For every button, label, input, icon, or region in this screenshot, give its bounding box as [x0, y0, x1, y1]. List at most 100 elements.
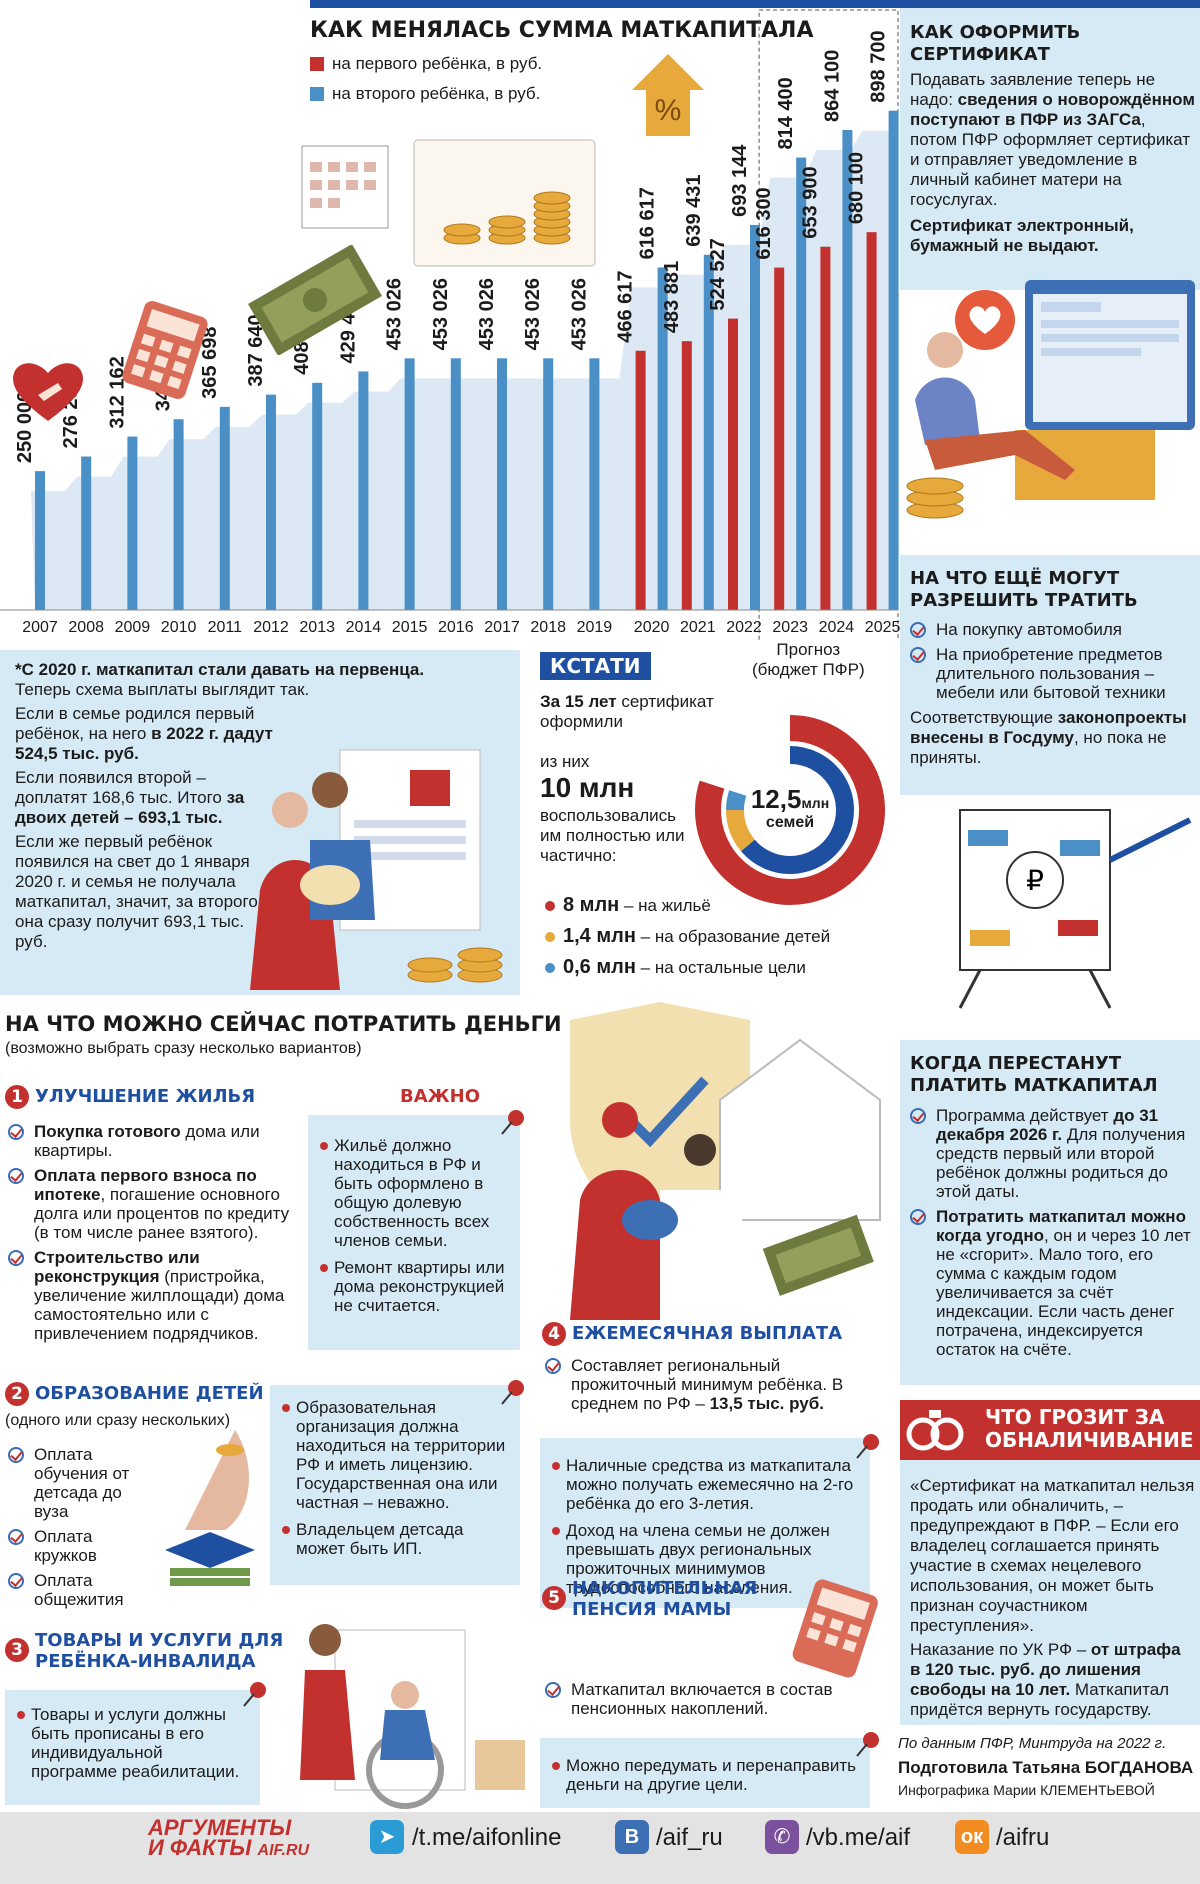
brand-logo[interactable]: АРГУМЕНТЫ И ФАКТЫ AIF.RU [148, 1815, 310, 1861]
stop-i2-a: Потратить маткапитал можно когда угодно [936, 1207, 1186, 1245]
pin-icon [500, 1108, 528, 1136]
s5-note-panel [540, 1738, 870, 1808]
bar-label-second-2007: 250 000 [14, 391, 36, 463]
bar-first-2022 [728, 318, 738, 610]
forecast-label-2: (бюджет ПФР) [752, 660, 865, 679]
vk-link[interactable]: /aif_ru [656, 1824, 723, 1851]
check-icon [8, 1573, 24, 1589]
kstati-item-value: 1,4 млн [563, 925, 636, 947]
brand-line-1: АРГУМЕНТЫ [148, 1815, 292, 1840]
first-p1b: Теперь схема выплаты выглядит так. [15, 680, 310, 699]
bar-second-2013 [312, 382, 323, 610]
s5-title-row: 5 НАКОПИТЕЛЬНАЯ ПЕНСИЯ МАМЫ [542, 1578, 757, 1620]
allow-item1-text: На покупку автомобиля [936, 620, 1122, 639]
vk-icon[interactable]: B [615, 1820, 649, 1854]
donut-center-unit: млн [801, 795, 830, 811]
s2-i3: Оплата общежития [34, 1571, 124, 1609]
bar-label-second-2020: 616 617 [637, 187, 659, 259]
x-tick-2009: 2009 [115, 619, 151, 636]
allow-note-b: законопроекты внесены в Госдуму [910, 708, 1187, 747]
donut-outer-used [695, 715, 885, 905]
bar-first-2023 [774, 267, 785, 610]
stop-panel [900, 1040, 1200, 1385]
first-p2-b: в 2022 г. дадут 524,5 тыс. руб. [15, 724, 273, 763]
bar-second-2024 [842, 129, 853, 610]
pin-icon [500, 1378, 528, 1406]
kstati-l1-b: сертификат оформили [540, 692, 714, 731]
ok-link[interactable]: /aifru [996, 1824, 1050, 1851]
s5-title-2: ПЕНСИЯ МАМЫ [572, 1599, 732, 1620]
howto-title: КАК ОФОРМИТЬ СЕРТИФИКАТ [910, 22, 1080, 66]
x-tick-2022: 2022 [726, 619, 762, 636]
first-p2-a: Если в семье родился первый ребёнок, на … [15, 704, 255, 743]
bar-label-second-2012: 387 640 [245, 314, 267, 386]
s4-item: Составляет региональный прожиточный мини… [545, 1356, 885, 1413]
telegram-link[interactable]: /t.me/aifonline [412, 1824, 562, 1851]
legend-swatch-red [310, 57, 324, 71]
check-icon [545, 1682, 561, 1698]
x-tick-2024: 2024 [819, 619, 855, 636]
cash-p2: Наказание по УК РФ – от штрафа в 120 тыс… [910, 1640, 1195, 1720]
viber-icon[interactable]: ✆ [765, 1820, 799, 1854]
check-icon [8, 1168, 24, 1184]
brand-site: AIF.RU [257, 1842, 310, 1859]
stop-i1-c: Для получения средств первый или второй … [936, 1125, 1186, 1201]
bar-second-2020 [657, 267, 668, 610]
stop-title-1: КОГДА ПЕРЕСТАНУТ [910, 1053, 1122, 1074]
x-tick-2007: 2007 [22, 619, 58, 636]
bar-second-2008 [81, 456, 92, 610]
stop-item: Программа действует до 31 декабря 2026 г… [910, 1106, 1195, 1201]
howto-title-2: СЕРТИФИКАТ [910, 44, 1050, 65]
stop-title-2: ПЛАТИТЬ МАТКАПИТАЛ [910, 1075, 1158, 1096]
legend-second: на второго ребёнка, в руб. [310, 84, 540, 104]
s1-notes: Жильё должно находиться в РФ и быть офор… [318, 1136, 513, 1323]
s1-note-panel [308, 1115, 520, 1350]
s4-notes: Наличные средства из маткапитала можно п… [550, 1456, 860, 1605]
bar-label-first-2025: 680 100 [846, 152, 868, 224]
s5-note: Можно передумать и перенаправить деньги … [550, 1756, 860, 1794]
s1-i1-b: дома или квартиры. [34, 1122, 260, 1160]
s2-number-badge: 2 [5, 1382, 29, 1406]
brand-line-2-text: И ФАКТЫ [148, 1835, 252, 1860]
s5-i1: Маткапитал включается в состав пенсионны… [571, 1680, 833, 1718]
s4-note1: Наличные средства из маткапитала можно п… [550, 1456, 860, 1513]
legend-swatch-blue [310, 87, 324, 101]
dot-orange [545, 932, 555, 942]
howto-title-1: КАК ОФОРМИТЬ [910, 22, 1081, 43]
kstati-tag: КСТАТИ [540, 652, 651, 680]
credits-source: По данным ПФР, Минтруда на 2022 г. [898, 1735, 1167, 1752]
telegram-icon[interactable]: ➤ [370, 1820, 404, 1854]
calculator-icon [788, 1575, 892, 1685]
s5-title-1: НАКОПИТЕЛЬНАЯ [572, 1578, 758, 1599]
s4-note-panel [540, 1438, 870, 1608]
bar-label-second-2023: 814 400 [775, 77, 797, 149]
bar-label-second-2011: 365 698 [199, 327, 221, 399]
s2-title: ОБРАЗОВАНИЕ ДЕТЕЙ [35, 1383, 264, 1404]
legend-first-label: на первого ребёнка, в руб. [332, 54, 543, 73]
bar-label-second-2016: 453 026 [430, 278, 452, 350]
s1-item: Оплата первого взноса по ипотеке, погаше… [8, 1166, 298, 1242]
cash-title: ЧТО ГРОЗИТ ЗА ОБНАЛИЧИВАНИЕ [985, 1406, 1194, 1452]
s1-number-badge: 1 [5, 1085, 29, 1109]
s4-title-row: 4 ЕЖЕМЕСЯЧНАЯ ВЫПЛАТА [542, 1322, 842, 1346]
ok-icon[interactable]: ок [955, 1820, 989, 1854]
allow-list: На покупку автомобиля На приобретение пр… [910, 620, 1195, 768]
allow-title-2: РАЗРЕШИТЬ ТРАТИТЬ [910, 590, 1138, 611]
bar-second-2007 [35, 471, 45, 610]
dot-blue [545, 963, 555, 973]
cash-title-1: ЧТО ГРОЗИТ ЗА [985, 1405, 1165, 1429]
s5-title: НАКОПИТЕЛЬНАЯ ПЕНСИЯ МАМЫ [572, 1578, 757, 1620]
s2-note1: Образовательная организация должна наход… [280, 1398, 515, 1512]
donut-chart [695, 715, 885, 905]
donut-center-sub: семей [765, 814, 815, 831]
allow-item: На покупку автомобиля [910, 620, 1195, 639]
brand-line-2: И ФАКТЫ AIF.RU [148, 1835, 310, 1861]
s4-list: Составляет региональный прожиточный мини… [545, 1356, 885, 1419]
bar-label-first-2022: 524 527 [707, 238, 729, 310]
bar-label-first-2024: 653 900 [799, 166, 821, 238]
x-tick-2008: 2008 [68, 619, 104, 636]
bar-second-2014 [358, 371, 369, 610]
viber-link[interactable]: /vb.me/aif [806, 1824, 911, 1851]
donut-center: 12,5млн семей [735, 784, 845, 831]
donut-center-num: 12,5 [750, 784, 802, 814]
